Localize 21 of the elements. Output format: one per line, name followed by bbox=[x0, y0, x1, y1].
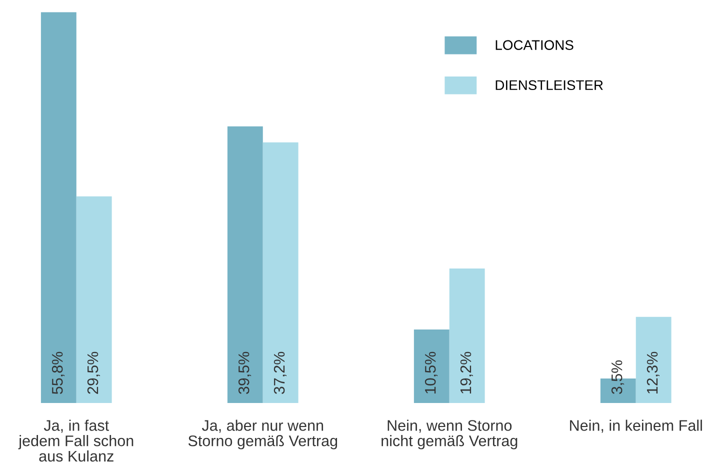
x-tick-label: Ja, in fast jedem Fall schon aus Kulanz bbox=[18, 420, 134, 462]
data-label: 39,5% bbox=[238, 352, 252, 394]
x-tick-label: Nein, wenn Storno nicht gemäß Vertrag bbox=[382, 420, 518, 450]
data-label: 10,5% bbox=[424, 352, 438, 394]
bar bbox=[227, 126, 263, 404]
bar bbox=[76, 196, 112, 404]
data-label: 3,5% bbox=[611, 360, 624, 394]
data-label: 12,3% bbox=[646, 352, 660, 394]
x-tick-label: Ja, aber nur wenn Storno gemäß Vertrag bbox=[188, 420, 338, 450]
bar bbox=[636, 316, 672, 404]
data-label: 29,5% bbox=[87, 352, 100, 394]
data-label: 37,2% bbox=[274, 352, 286, 394]
legend-label: DIENSTLEISTER bbox=[496, 80, 603, 90]
legend-label: LOCATIONS bbox=[496, 40, 574, 50]
data-label: 55,8% bbox=[52, 352, 65, 394]
data-label: 19,2% bbox=[460, 352, 473, 394]
bar bbox=[414, 329, 450, 404]
bar bbox=[262, 142, 298, 404]
bar bbox=[449, 268, 485, 404]
x-tick-label: Nein, in keinem Fall bbox=[570, 420, 702, 433]
bar bbox=[40, 12, 76, 404]
